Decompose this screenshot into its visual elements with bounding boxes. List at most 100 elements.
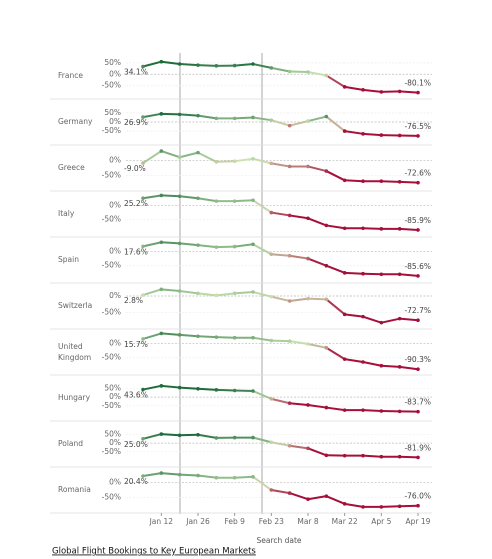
line-segment <box>216 160 235 163</box>
data-point <box>287 299 292 303</box>
y-tick-label: 50% <box>104 58 121 67</box>
line-segment <box>197 114 217 120</box>
data-point <box>361 271 365 276</box>
y-tick-label: 50% <box>104 383 121 392</box>
data-point <box>306 119 310 123</box>
line-segment <box>362 361 382 367</box>
line-segment <box>179 63 199 67</box>
data-point <box>159 471 164 475</box>
data-point <box>214 64 219 68</box>
data-point <box>379 320 384 325</box>
data-point <box>141 293 145 297</box>
line-segment <box>252 390 272 400</box>
data-point <box>361 453 365 458</box>
data-point <box>214 335 219 339</box>
country-label: Germany <box>58 117 93 126</box>
line-segment <box>326 224 345 230</box>
data-point <box>232 244 237 249</box>
data-point <box>287 491 292 495</box>
data-point <box>232 388 237 393</box>
line-segment <box>161 288 180 292</box>
data-point <box>269 397 274 401</box>
line-segment <box>271 66 290 73</box>
y-tick-label: 0% <box>109 438 121 447</box>
data-point <box>269 488 274 492</box>
data-point <box>306 256 310 261</box>
y-tick-label: -50% <box>102 353 121 362</box>
data-point <box>196 291 200 296</box>
line-segment <box>197 197 217 203</box>
x-tick-label: Feb 9 <box>224 517 245 526</box>
data-point <box>232 291 237 296</box>
line-segment <box>197 335 217 339</box>
line-segment <box>289 120 309 127</box>
chart-title: Global Flight Bookings to Key European M… <box>52 547 256 557</box>
data-point <box>251 435 255 440</box>
country-label: Italy <box>58 209 75 218</box>
line-segment <box>216 336 235 339</box>
data-point <box>416 455 420 460</box>
data-point <box>177 289 182 293</box>
data-point <box>379 133 384 137</box>
data-point <box>177 194 182 199</box>
line-segment <box>216 388 235 392</box>
line-segment <box>399 273 419 277</box>
data-point <box>287 401 292 406</box>
line-segment <box>362 315 382 324</box>
y-tick-label: -50% <box>102 493 121 502</box>
data-point <box>196 150 200 155</box>
y-tick-label: -50% <box>102 81 121 90</box>
line-segment <box>179 433 199 437</box>
line-segment <box>381 180 400 183</box>
line-segment <box>344 271 364 275</box>
data-point <box>269 338 274 343</box>
line-segment <box>142 384 162 391</box>
data-point <box>251 290 255 294</box>
data-point <box>379 227 384 231</box>
data-point <box>416 318 420 323</box>
y-tick-label: -50% <box>102 261 121 270</box>
data-point <box>232 159 237 164</box>
data-point <box>324 114 329 119</box>
data-point <box>324 405 329 410</box>
line-segment <box>142 241 162 248</box>
line-segment <box>289 340 309 345</box>
y-tick-label: 50% <box>104 429 121 438</box>
line-segment <box>142 194 162 200</box>
data-point <box>214 199 219 203</box>
y-tick-label: 0% <box>109 246 121 255</box>
data-point <box>416 180 420 185</box>
data-point <box>361 505 365 509</box>
line-segment <box>161 150 180 159</box>
line-segment <box>362 132 382 137</box>
y-tick-label: 0% <box>109 477 121 486</box>
line-segment <box>399 317 419 322</box>
line-segment <box>142 332 162 340</box>
line-segment <box>161 433 180 437</box>
line-segment <box>216 245 235 249</box>
data-point <box>214 388 219 392</box>
data-point <box>159 287 164 292</box>
data-point <box>251 474 255 479</box>
line-segment <box>234 199 254 203</box>
data-point <box>269 161 274 166</box>
data-point <box>397 89 402 94</box>
value-label: -9.0% <box>124 164 146 173</box>
line-segment <box>271 211 290 217</box>
data-point <box>177 155 182 160</box>
data-point <box>177 385 182 390</box>
y-tick-label: 50% <box>104 108 121 117</box>
value-label: -76.0% <box>404 492 431 501</box>
data-point <box>379 90 384 94</box>
data-point <box>379 272 384 277</box>
data-point <box>251 242 255 247</box>
line-segment <box>344 130 364 135</box>
country-label: Switzerla <box>58 301 92 310</box>
data-point <box>342 178 347 183</box>
data-point <box>177 472 182 477</box>
data-point <box>177 62 182 66</box>
line-segment <box>197 292 217 297</box>
line-segment <box>307 71 327 77</box>
line-segment <box>161 241 180 245</box>
